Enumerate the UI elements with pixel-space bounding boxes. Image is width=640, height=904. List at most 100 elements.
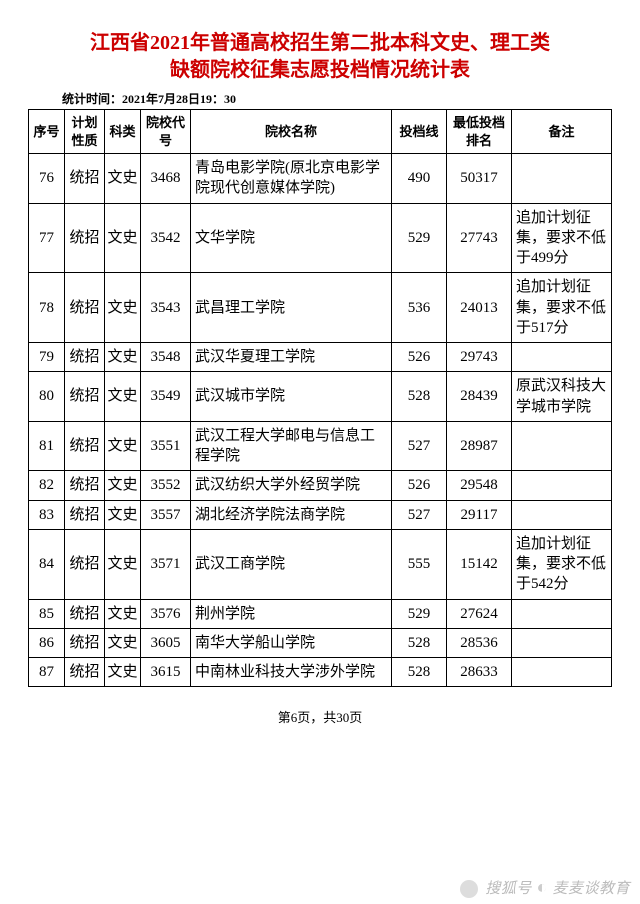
cell-plan: 统招 bbox=[65, 500, 105, 529]
cell-cat: 文史 bbox=[105, 203, 141, 273]
cell-plan: 统招 bbox=[65, 658, 105, 687]
col-rank: 最低投档排名 bbox=[447, 110, 512, 154]
cell-seq: 86 bbox=[29, 628, 65, 657]
cell-code: 3542 bbox=[141, 203, 191, 273]
cell-note bbox=[512, 421, 612, 471]
cell-code: 3551 bbox=[141, 421, 191, 471]
cell-name: 湖北经济学院法商学院 bbox=[191, 500, 392, 529]
cell-cat: 文史 bbox=[105, 658, 141, 687]
cell-line: 527 bbox=[392, 500, 447, 529]
cell-seq: 78 bbox=[29, 273, 65, 343]
cell-code: 3543 bbox=[141, 273, 191, 343]
cell-seq: 87 bbox=[29, 658, 65, 687]
table-row: 77统招文史3542文华学院52927743追加计划征集，要求不低于499分 bbox=[29, 203, 612, 273]
cell-note bbox=[512, 500, 612, 529]
cell-plan: 统招 bbox=[65, 628, 105, 657]
cell-note bbox=[512, 628, 612, 657]
title-line-1: 江西省2021年普通高校招生第二批本科文史、理工类 bbox=[28, 30, 612, 57]
cell-code: 3605 bbox=[141, 628, 191, 657]
cell-line: 528 bbox=[392, 372, 447, 422]
cell-line: 527 bbox=[392, 421, 447, 471]
col-name: 院校名称 bbox=[191, 110, 392, 154]
cell-seq: 82 bbox=[29, 471, 65, 500]
cell-rank: 28439 bbox=[447, 372, 512, 422]
cell-code: 3552 bbox=[141, 471, 191, 500]
cell-cat: 文史 bbox=[105, 154, 141, 204]
cell-name: 南华大学船山学院 bbox=[191, 628, 392, 657]
cell-rank: 29548 bbox=[447, 471, 512, 500]
cell-cat: 文史 bbox=[105, 500, 141, 529]
col-plan: 计划性质 bbox=[65, 110, 105, 154]
cell-plan: 统招 bbox=[65, 203, 105, 273]
table-row: 78统招文史3543武昌理工学院53624013追加计划征集，要求不低于517分 bbox=[29, 273, 612, 343]
cell-seq: 79 bbox=[29, 343, 65, 372]
cell-code: 3549 bbox=[141, 372, 191, 422]
cell-code: 3468 bbox=[141, 154, 191, 204]
cell-plan: 统招 bbox=[65, 343, 105, 372]
cell-note bbox=[512, 471, 612, 500]
table-row: 81统招文史3551武汉工程大学邮电与信息工程学院52728987 bbox=[29, 421, 612, 471]
cell-name: 武昌理工学院 bbox=[191, 273, 392, 343]
col-code: 院校代号 bbox=[141, 110, 191, 154]
cell-note bbox=[512, 658, 612, 687]
cell-name: 中南林业科技大学涉外学院 bbox=[191, 658, 392, 687]
cell-cat: 文史 bbox=[105, 372, 141, 422]
cell-cat: 文史 bbox=[105, 273, 141, 343]
cell-note: 追加计划征集，要求不低于542分 bbox=[512, 529, 612, 599]
cell-rank: 24013 bbox=[447, 273, 512, 343]
cell-rank: 27743 bbox=[447, 203, 512, 273]
cell-seq: 76 bbox=[29, 154, 65, 204]
cell-line: 490 bbox=[392, 154, 447, 204]
cell-code: 3576 bbox=[141, 599, 191, 628]
table-header-row: 序号 计划性质 科类 院校代号 院校名称 投档线 最低投档排名 备注 bbox=[29, 110, 612, 154]
table-row: 83统招文史3557湖北经济学院法商学院52729117 bbox=[29, 500, 612, 529]
cell-code: 3557 bbox=[141, 500, 191, 529]
cell-rank: 28536 bbox=[447, 628, 512, 657]
title-line-2: 缺额院校征集志愿投档情况统计表 bbox=[28, 57, 612, 84]
cell-name: 武汉华夏理工学院 bbox=[191, 343, 392, 372]
cell-line: 529 bbox=[392, 599, 447, 628]
cell-note bbox=[512, 154, 612, 204]
cell-rank: 27624 bbox=[447, 599, 512, 628]
col-seq: 序号 bbox=[29, 110, 65, 154]
cell-plan: 统招 bbox=[65, 471, 105, 500]
sohu-logo-icon bbox=[460, 880, 478, 898]
col-cat: 科类 bbox=[105, 110, 141, 154]
cell-name: 青岛电影学院(原北京电影学院现代创意媒体学院) bbox=[191, 154, 392, 204]
cell-note: 追加计划征集，要求不低于499分 bbox=[512, 203, 612, 273]
cell-cat: 文史 bbox=[105, 529, 141, 599]
title: 江西省2021年普通高校招生第二批本科文史、理工类 缺额院校征集志愿投档情况统计… bbox=[28, 30, 612, 84]
cell-name: 文华学院 bbox=[191, 203, 392, 273]
cell-line: 526 bbox=[392, 343, 447, 372]
cell-seq: 80 bbox=[29, 372, 65, 422]
stat-time: 统计时间：2021年7月28日19：30 bbox=[28, 90, 612, 107]
cell-note bbox=[512, 599, 612, 628]
col-note: 备注 bbox=[512, 110, 612, 154]
cell-line: 528 bbox=[392, 628, 447, 657]
cell-note: 追加计划征集，要求不低于517分 bbox=[512, 273, 612, 343]
cell-line: 526 bbox=[392, 471, 447, 500]
cell-line: 528 bbox=[392, 658, 447, 687]
cell-cat: 文史 bbox=[105, 421, 141, 471]
cell-seq: 84 bbox=[29, 529, 65, 599]
cell-plan: 统招 bbox=[65, 273, 105, 343]
table-row: 82统招文史3552武汉纺织大学外经贸学院52629548 bbox=[29, 471, 612, 500]
table-row: 79统招文史3548武汉华夏理工学院52629743 bbox=[29, 343, 612, 372]
cell-name: 武汉工程大学邮电与信息工程学院 bbox=[191, 421, 392, 471]
data-table: 序号 计划性质 科类 院校代号 院校名称 投档线 最低投档排名 备注 76统招文… bbox=[28, 109, 612, 687]
cell-line: 529 bbox=[392, 203, 447, 273]
cell-plan: 统招 bbox=[65, 599, 105, 628]
cell-plan: 统招 bbox=[65, 529, 105, 599]
cell-rank: 29117 bbox=[447, 500, 512, 529]
cell-cat: 文史 bbox=[105, 599, 141, 628]
cell-name: 武汉纺织大学外经贸学院 bbox=[191, 471, 392, 500]
watermark: 搜狐号 ◐ 麦麦谈教育 bbox=[460, 877, 630, 898]
cell-seq: 83 bbox=[29, 500, 65, 529]
cell-name: 荆州学院 bbox=[191, 599, 392, 628]
cell-cat: 文史 bbox=[105, 471, 141, 500]
cell-cat: 文史 bbox=[105, 628, 141, 657]
cell-name: 武汉城市学院 bbox=[191, 372, 392, 422]
cell-cat: 文史 bbox=[105, 343, 141, 372]
cell-rank: 28633 bbox=[447, 658, 512, 687]
table-row: 76统招文史3468青岛电影学院(原北京电影学院现代创意媒体学院)4905031… bbox=[29, 154, 612, 204]
